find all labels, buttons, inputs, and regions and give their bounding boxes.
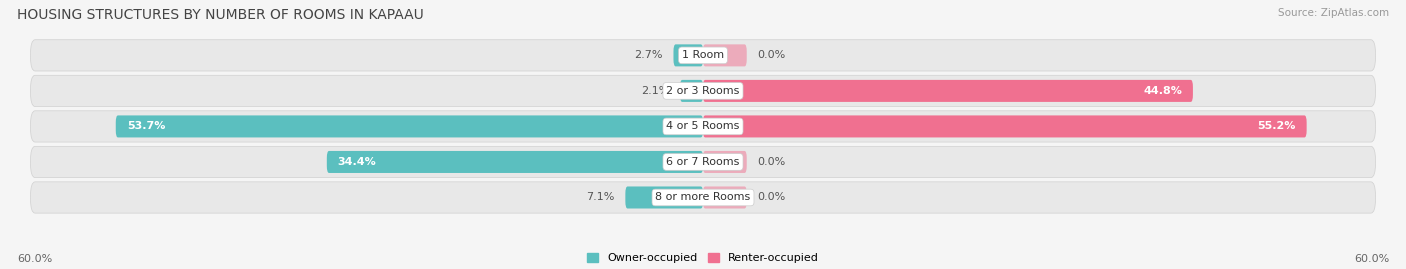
FancyBboxPatch shape [703, 186, 747, 208]
Text: 60.0%: 60.0% [17, 254, 52, 264]
Text: Source: ZipAtlas.com: Source: ZipAtlas.com [1278, 8, 1389, 18]
Text: 0.0%: 0.0% [758, 193, 786, 203]
FancyBboxPatch shape [703, 115, 1306, 137]
FancyBboxPatch shape [31, 40, 1375, 71]
Text: 7.1%: 7.1% [586, 193, 614, 203]
FancyBboxPatch shape [673, 44, 703, 66]
FancyBboxPatch shape [326, 151, 703, 173]
Text: 8 or more Rooms: 8 or more Rooms [655, 193, 751, 203]
FancyBboxPatch shape [703, 151, 747, 173]
FancyBboxPatch shape [703, 44, 747, 66]
Text: 60.0%: 60.0% [1354, 254, 1389, 264]
FancyBboxPatch shape [31, 75, 1375, 107]
Text: 2 or 3 Rooms: 2 or 3 Rooms [666, 86, 740, 96]
Text: HOUSING STRUCTURES BY NUMBER OF ROOMS IN KAPAAU: HOUSING STRUCTURES BY NUMBER OF ROOMS IN… [17, 8, 423, 22]
Text: 44.8%: 44.8% [1143, 86, 1182, 96]
FancyBboxPatch shape [626, 186, 703, 208]
FancyBboxPatch shape [31, 146, 1375, 178]
Text: 55.2%: 55.2% [1257, 121, 1296, 132]
FancyBboxPatch shape [31, 111, 1375, 142]
Text: 0.0%: 0.0% [758, 157, 786, 167]
Text: 34.4%: 34.4% [337, 157, 377, 167]
FancyBboxPatch shape [115, 115, 703, 137]
Text: 1 Room: 1 Room [682, 50, 724, 60]
FancyBboxPatch shape [681, 80, 703, 102]
Text: 4 or 5 Rooms: 4 or 5 Rooms [666, 121, 740, 132]
FancyBboxPatch shape [703, 80, 1192, 102]
Text: 0.0%: 0.0% [758, 50, 786, 60]
Text: 2.7%: 2.7% [634, 50, 662, 60]
Text: 2.1%: 2.1% [641, 86, 669, 96]
FancyBboxPatch shape [31, 182, 1375, 213]
Legend: Owner-occupied, Renter-occupied: Owner-occupied, Renter-occupied [582, 248, 824, 268]
Text: 53.7%: 53.7% [127, 121, 165, 132]
Text: 6 or 7 Rooms: 6 or 7 Rooms [666, 157, 740, 167]
